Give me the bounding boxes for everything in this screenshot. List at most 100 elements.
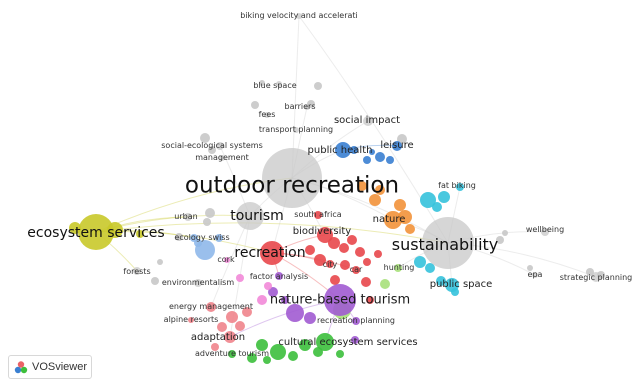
keyword-node[interactable]: [397, 134, 407, 144]
keyword-node[interactable]: [259, 80, 265, 86]
keyword-node[interactable]: [369, 194, 381, 206]
adaptation-node[interactable]: [224, 331, 236, 343]
biking-velocity-node[interactable]: [296, 13, 302, 19]
keyword-node[interactable]: [157, 259, 163, 265]
keyword-node[interactable]: [330, 275, 340, 285]
leisure-node[interactable]: [392, 141, 402, 151]
keyword-node[interactable]: [136, 230, 144, 238]
keyword-node[interactable]: [304, 312, 316, 324]
public-space-node[interactable]: [445, 278, 459, 292]
keyword-node[interactable]: [247, 353, 257, 363]
keyword-node[interactable]: [211, 343, 219, 351]
keyword-node[interactable]: [350, 146, 358, 154]
social-impact-node[interactable]: [363, 116, 373, 126]
adventure-tourism-label[interactable]: adventure tourism: [194, 349, 270, 358]
tourism-label[interactable]: tourism: [230, 208, 284, 224]
keyword-node[interactable]: [425, 263, 435, 273]
tourism-node[interactable]: [236, 202, 264, 230]
nature-based-tourism-label[interactable]: nature-based tourism: [269, 292, 411, 308]
keyword-node[interactable]: [339, 243, 349, 253]
keyword-node[interactable]: [438, 191, 450, 203]
keyword-node[interactable]: [200, 133, 210, 143]
keyword-node[interactable]: [268, 287, 278, 297]
keyword-node[interactable]: [217, 322, 227, 332]
environmentalism-label[interactable]: environmentalism: [161, 278, 235, 287]
public-health-node[interactable]: [335, 142, 351, 158]
ecology-label[interactable]: ecology: [174, 233, 206, 242]
city-node[interactable]: [326, 260, 334, 268]
keyword-node[interactable]: [175, 233, 183, 241]
social-impact-label[interactable]: social impact: [333, 115, 401, 126]
energy-management-label[interactable]: energy management: [168, 302, 254, 311]
biodiversity-label[interactable]: biodiversity: [292, 226, 352, 237]
keyword-node[interactable]: [355, 247, 365, 257]
keyword-node[interactable]: [299, 339, 311, 351]
keyword-node[interactable]: [151, 277, 159, 285]
keyword-node[interactable]: [414, 256, 426, 268]
urban-label[interactable]: urban: [174, 212, 198, 221]
keyword-node[interactable]: [363, 156, 371, 164]
keyword-node[interactable]: [336, 350, 344, 358]
keyword-node[interactable]: [374, 250, 382, 258]
urban-node[interactable]: [184, 213, 192, 221]
leisure-label[interactable]: leisure: [380, 140, 414, 151]
keyword-node[interactable]: [270, 344, 286, 360]
keyword-node[interactable]: [251, 101, 259, 109]
sustainability-node[interactable]: [422, 217, 474, 269]
keyword-node[interactable]: [314, 82, 322, 90]
keyword-node[interactable]: [366, 296, 374, 304]
south-africa-node[interactable]: [314, 211, 322, 219]
keyword-node[interactable]: [242, 307, 252, 317]
keyword-node[interactable]: [420, 192, 436, 208]
swiss-node[interactable]: [215, 234, 223, 242]
south-africa-label[interactable]: south africa: [294, 210, 342, 219]
keyword-node[interactable]: [205, 208, 215, 218]
ecology-node[interactable]: [190, 234, 198, 242]
keyword-node[interactable]: [361, 277, 371, 287]
keyword-node[interactable]: [264, 282, 272, 290]
keyword-node[interactable]: [236, 274, 244, 282]
wellbeing-node[interactable]: [541, 228, 549, 236]
keyword-node[interactable]: [257, 295, 267, 305]
keyword-node[interactable]: [208, 146, 216, 154]
keyword-node[interactable]: [496, 236, 504, 244]
public-health-label[interactable]: public health: [307, 145, 373, 156]
recreation-label[interactable]: recreation: [234, 245, 306, 261]
keyword-node[interactable]: [203, 218, 211, 226]
social-ecological-systems-label[interactable]: social-ecological systems: [161, 141, 263, 150]
cultural-ecosystem-services-label[interactable]: cultural ecosystem services: [278, 337, 418, 348]
keyword-node[interactable]: [347, 235, 357, 245]
recreation-node[interactable]: [260, 241, 284, 265]
keyword-node[interactable]: [340, 260, 350, 270]
keyword-node[interactable]: [357, 181, 367, 191]
keyword-node[interactable]: [351, 336, 359, 344]
keyword-node[interactable]: [369, 149, 375, 155]
management-node[interactable]: [219, 155, 225, 161]
ecosystem-services-node[interactable]: [78, 214, 114, 250]
keyword-node[interactable]: [527, 265, 533, 271]
biodiversity-node[interactable]: [317, 227, 333, 243]
keyword-node[interactable]: [394, 199, 406, 211]
adventure-tourism-node[interactable]: [228, 350, 236, 358]
keyword-node[interactable]: [502, 230, 508, 236]
barriers-label[interactable]: barriers: [284, 102, 316, 111]
forests-node[interactable]: [133, 267, 141, 275]
biking-velocity-label[interactable]: biking velocity and accelerati: [240, 11, 358, 20]
keyword-node[interactable]: [305, 245, 315, 255]
alpine-resorts-label[interactable]: alpine resorts: [163, 315, 219, 324]
transport-planning-label[interactable]: transport planning: [258, 125, 334, 134]
keyword-node[interactable]: [288, 351, 298, 361]
nature-node[interactable]: [384, 211, 402, 229]
keyword-node[interactable]: [436, 276, 446, 286]
environmentalism-node[interactable]: [194, 279, 202, 287]
fees-node[interactable]: [264, 112, 270, 118]
strategic-planning-label[interactable]: strategic planning: [559, 273, 633, 282]
keyword-node[interactable]: [235, 321, 245, 331]
nature-label[interactable]: nature: [372, 214, 406, 225]
keyword-node[interactable]: [380, 279, 390, 289]
hunting-label[interactable]: hunting: [383, 263, 415, 272]
social-ecological-systems-node[interactable]: [216, 142, 224, 150]
public-space-label[interactable]: public space: [429, 279, 493, 290]
